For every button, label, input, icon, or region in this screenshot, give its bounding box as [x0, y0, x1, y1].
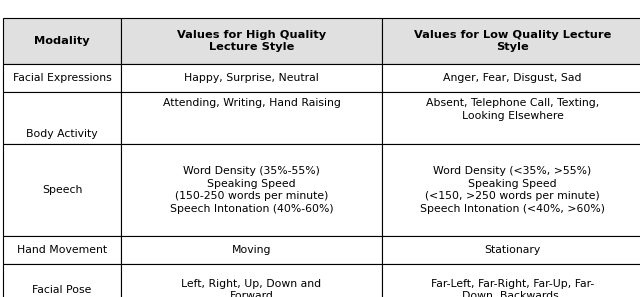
Text: Moving: Moving: [232, 245, 271, 255]
Bar: [3, 264, 121, 297]
Text: Far-Left, Far-Right, Far-Up, Far-
Down, Backwards.: Far-Left, Far-Right, Far-Up, Far- Down, …: [431, 279, 594, 297]
Bar: [3, 92, 121, 144]
Bar: [382, 64, 640, 92]
Bar: [121, 236, 382, 264]
Text: Facial Expressions: Facial Expressions: [13, 73, 111, 83]
Bar: [3, 64, 121, 92]
Bar: [121, 92, 382, 144]
Text: Modality: Modality: [34, 36, 90, 46]
Text: Facial Pose: Facial Pose: [32, 285, 92, 295]
Text: Stationary: Stationary: [484, 245, 541, 255]
Bar: [121, 18, 382, 64]
Text: Word Density (<35%, >55%)
Speaking Speed
(<150, >250 words per minute)
Speech In: Word Density (<35%, >55%) Speaking Speed…: [420, 166, 605, 214]
Text: Absent, Telephone Call, Texting,
Looking Elsewhere: Absent, Telephone Call, Texting, Looking…: [426, 98, 599, 121]
Bar: [382, 264, 640, 297]
Text: Speech: Speech: [42, 185, 82, 195]
Bar: [3, 18, 121, 64]
Text: Values for High Quality
Lecture Style: Values for High Quality Lecture Style: [177, 30, 326, 52]
Bar: [382, 236, 640, 264]
Bar: [121, 64, 382, 92]
Bar: [382, 92, 640, 144]
Text: Word Density (35%-55%)
Speaking Speed
(150-250 words per minute)
Speech Intonati: Word Density (35%-55%) Speaking Speed (1…: [170, 166, 333, 214]
Text: Values for Low Quality Lecture
Style: Values for Low Quality Lecture Style: [414, 30, 611, 52]
Bar: [382, 144, 640, 236]
Bar: [3, 236, 121, 264]
Text: Happy, Surprise, Neutral: Happy, Surprise, Neutral: [184, 73, 319, 83]
Text: Body Activity: Body Activity: [26, 129, 98, 139]
Text: Attending, Writing, Hand Raising: Attending, Writing, Hand Raising: [163, 98, 340, 108]
Bar: [3, 144, 121, 236]
Text: Hand Movement: Hand Movement: [17, 245, 107, 255]
Bar: [121, 144, 382, 236]
Text: Left, Right, Up, Down and
Forward: Left, Right, Up, Down and Forward: [181, 279, 321, 297]
Text: Anger, Fear, Disgust, Sad: Anger, Fear, Disgust, Sad: [444, 73, 582, 83]
Bar: [382, 18, 640, 64]
Bar: [121, 264, 382, 297]
